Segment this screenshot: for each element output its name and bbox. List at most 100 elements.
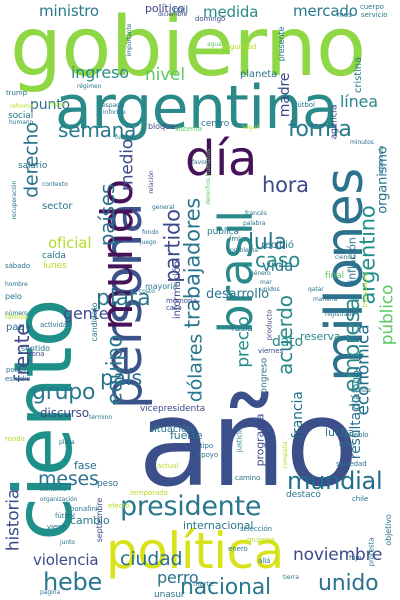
word-reserva: reserva	[300, 330, 341, 343]
word-hora: hora	[262, 173, 309, 197]
word-tipo: tipo	[200, 442, 214, 450]
word-cientifico: científico	[40, 486, 67, 493]
word-noviembre: noviembre	[293, 545, 383, 565]
word-ano: año	[138, 375, 359, 514]
word-efecto: efecto	[108, 502, 130, 510]
word-trabajadores: trabajadores	[180, 197, 205, 329]
word-juego: juego	[140, 239, 157, 246]
word-situacion: situación	[149, 424, 194, 435]
word-importante: importante	[126, 23, 133, 57]
word-publico: público	[377, 284, 398, 346]
word-meses: meses	[38, 468, 99, 490]
word-pueblo: pueblo	[345, 431, 369, 439]
word-sistema: sistema	[175, 125, 202, 133]
word-planeta: planeta	[240, 69, 278, 80]
word-plaza: plaza	[59, 439, 75, 446]
word-memoria: memoria	[166, 297, 197, 305]
word-fuerza: fuerza	[115, 134, 134, 141]
word-dolares: dólares	[184, 333, 207, 403]
word-reforma: reforma	[10, 103, 34, 110]
word-familia: familia	[5, 313, 29, 321]
word-plata: plata	[96, 286, 151, 311]
word-grupo: grupo	[32, 380, 96, 405]
word-viene: viene	[47, 523, 66, 531]
word-unido: unido	[318, 571, 379, 596]
word-perro: perro	[157, 568, 199, 587]
word-centro: centro	[201, 119, 230, 129]
word-cuerpo: cuerpo	[360, 3, 384, 11]
word-linea: línea	[340, 92, 378, 111]
word-social: social	[8, 111, 34, 121]
word-frances: francés	[245, 210, 267, 217]
word-caso: caso	[255, 248, 301, 272]
word-humano: humano	[9, 119, 34, 126]
word-qatar: qatar	[308, 286, 324, 293]
word-espacio: espacio	[102, 102, 125, 109]
word-presente: presente	[277, 26, 286, 62]
word-sector: sector	[42, 201, 73, 212]
word-mar: mar	[260, 279, 272, 286]
word-trump: trump	[6, 89, 27, 97]
word-ronda: ronda	[5, 435, 25, 443]
word-alla: allá	[258, 557, 271, 565]
word-nivel: nivel	[145, 65, 185, 85]
word-candidato: candidato	[90, 302, 99, 342]
word-gente: gente	[63, 304, 109, 323]
word-argentina: argentina	[55, 73, 339, 143]
word-bonafini: bonafini	[70, 505, 98, 513]
word-lunes: lunes	[43, 261, 67, 271]
word-manana: mañana	[313, 296, 338, 303]
word-campana: campaña	[282, 441, 289, 469]
word-francia: francia	[290, 391, 306, 439]
word-domingo: domingo	[195, 15, 226, 23]
word-ciudad: ciudad	[120, 548, 183, 570]
word-diciembre: diciembre	[158, 11, 188, 18]
word-junto: junto	[60, 539, 75, 546]
word-soberania: soberanía	[378, 145, 385, 175]
word-servicio: servicio	[361, 11, 388, 19]
word-numero: número	[5, 310, 28, 317]
word-congreso: congreso	[259, 357, 270, 399]
word-caida: caída	[42, 251, 66, 261]
word-hombre: hombre	[5, 281, 28, 288]
word-fmi: fmi	[229, 235, 241, 243]
word-cambio: cambio	[70, 514, 110, 527]
word-forma: forma	[288, 117, 352, 142]
word-paz: paz	[6, 322, 24, 333]
word-problema: problema	[230, 247, 259, 254]
word-unasur: unasur	[154, 590, 185, 600]
word-viernes: viernes	[258, 347, 284, 355]
word-medio: medio	[117, 138, 138, 192]
word-agua: agua	[207, 41, 222, 48]
word-camino: camino	[235, 474, 261, 482]
word-desarrollo: desarrollo	[206, 287, 269, 302]
word-sentido: sentido	[21, 344, 50, 353]
word-protesta: protesta	[367, 537, 376, 567]
word-palabra: palabra	[243, 220, 266, 227]
word-hebe: hebe	[43, 568, 103, 596]
word-justicia: justicia	[235, 427, 244, 453]
word-sabado: sábado	[5, 262, 30, 270]
word-pagina: página	[40, 589, 61, 596]
word-agencia: agencia	[329, 104, 340, 140]
word-contexto: contexto	[42, 181, 68, 188]
word-politica: política	[106, 522, 284, 580]
word-pais: país	[100, 366, 143, 390]
word-vida: vida	[262, 257, 294, 275]
word-marte: marte	[193, 580, 214, 588]
word-derechos-humanos: derechos humanos	[205, 148, 212, 206]
word-genero: género	[250, 270, 271, 277]
word-resto: resto	[356, 387, 371, 394]
word-politico: político	[145, 2, 185, 15]
word-internacional: internacional	[183, 519, 254, 532]
word-mundial: mundial	[287, 467, 383, 495]
word-objetivo: objetivo	[384, 514, 393, 546]
word-ingreso: ingreso	[71, 63, 129, 82]
word-seguir: seguir	[242, 124, 261, 131]
word-mujeres: mujeres	[247, 536, 275, 544]
word-publica: publica	[207, 227, 239, 237]
word-vicepresidenta: vicepresidenta	[140, 404, 205, 414]
word-recuperacion: recuperación	[11, 180, 18, 220]
word-acto: acto	[339, 440, 354, 448]
